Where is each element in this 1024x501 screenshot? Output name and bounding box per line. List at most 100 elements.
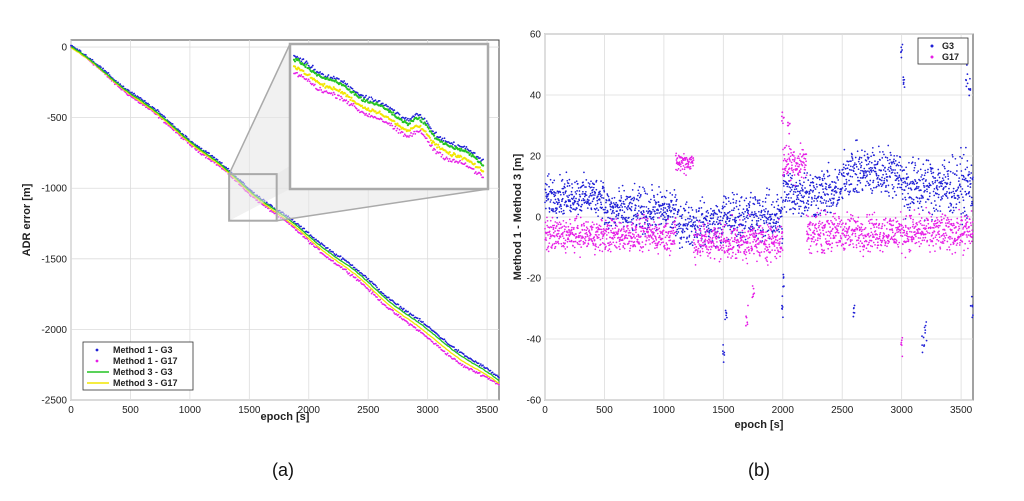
- data-point: [879, 178, 882, 181]
- data-point: [614, 204, 617, 206]
- data-point: [604, 208, 606, 211]
- data-point: [593, 183, 596, 186]
- inset-point: [302, 69, 305, 73]
- inset-point: [403, 133, 406, 136]
- data-point: [810, 189, 812, 192]
- data-point: [397, 303, 400, 306]
- data-point: [674, 217, 677, 220]
- inset-point: [414, 113, 417, 116]
- data-point: [580, 223, 583, 226]
- data-point: [899, 164, 902, 167]
- data-point: [691, 209, 694, 211]
- data-point: [561, 235, 564, 237]
- inset-point: [296, 68, 299, 71]
- data-point: [587, 201, 590, 203]
- data-point: [749, 234, 752, 237]
- data-point: [572, 203, 575, 206]
- data-point: [944, 176, 947, 178]
- data-point: [584, 201, 587, 203]
- data-point: [546, 224, 548, 227]
- data-point: [888, 162, 891, 165]
- data-point: [552, 201, 555, 204]
- data-point: [913, 202, 915, 205]
- inset-point: [311, 82, 314, 85]
- data-point: [954, 173, 956, 175]
- data-point: [664, 211, 667, 214]
- data-point: [746, 214, 749, 217]
- legend-box: [82, 341, 194, 391]
- data-point: [750, 245, 753, 248]
- data-point: [782, 182, 785, 185]
- outlier-point: [902, 76, 905, 79]
- data-point: [646, 220, 649, 222]
- data-point: [291, 218, 294, 221]
- data-point: [478, 364, 481, 367]
- data-point: [707, 242, 710, 245]
- data-point: [601, 196, 603, 199]
- data-point: [774, 249, 776, 252]
- inset-point: [368, 96, 371, 99]
- data-point: [719, 227, 721, 229]
- data-point: [619, 248, 621, 251]
- data-point: [781, 168, 784, 170]
- inset-series: [292, 65, 485, 173]
- data-point: [741, 211, 744, 214]
- data-point: [890, 154, 892, 157]
- data-point: [599, 228, 602, 231]
- data-point: [354, 276, 357, 279]
- data-point: [749, 215, 751, 218]
- inset-point: [347, 85, 350, 88]
- data-point: [699, 250, 702, 252]
- data-point: [655, 237, 657, 239]
- inset-point: [453, 153, 457, 156]
- data-point: [620, 202, 623, 205]
- data-point: [788, 158, 791, 161]
- data-point: [636, 198, 638, 201]
- inset-point: [333, 93, 336, 96]
- data-point: [561, 226, 564, 228]
- data-point: [549, 178, 552, 181]
- data-point: [546, 216, 548, 219]
- data-point: [756, 222, 758, 225]
- data-point: [604, 248, 606, 251]
- data-point: [754, 243, 757, 246]
- data-point: [665, 212, 668, 215]
- data-point: [752, 197, 754, 199]
- inset-point: [293, 60, 297, 63]
- data-point: [752, 240, 754, 243]
- data-point: [813, 186, 816, 189]
- data-point: [548, 230, 551, 233]
- data-point: [804, 176, 807, 179]
- data-point: [716, 213, 718, 216]
- data-point: [595, 188, 598, 191]
- data-point: [708, 232, 711, 235]
- data-point: [498, 376, 500, 379]
- data-point: [712, 217, 715, 219]
- data-point: [782, 175, 785, 177]
- data-point: [315, 238, 317, 241]
- data-point: [547, 234, 549, 236]
- data-point: [598, 249, 601, 252]
- data-point: [829, 183, 831, 186]
- data-point: [709, 257, 712, 259]
- data-point: [776, 247, 778, 249]
- data-point: [697, 250, 699, 252]
- data-point: [748, 204, 751, 207]
- data-point: [820, 183, 823, 185]
- data-point: [802, 154, 804, 157]
- data-point: [908, 161, 910, 164]
- data-point: [827, 175, 829, 178]
- data-point: [784, 198, 787, 201]
- data-point: [800, 187, 803, 189]
- data-point: [960, 193, 963, 196]
- data-point: [845, 188, 847, 190]
- data-point: [549, 201, 552, 203]
- data-point: [546, 231, 549, 234]
- data-point: [970, 204, 972, 207]
- data-point: [641, 217, 643, 220]
- data-point: [638, 241, 640, 244]
- data-point: [869, 179, 872, 182]
- data-point: [858, 191, 860, 194]
- data-point: [640, 211, 643, 213]
- data-point: [488, 377, 491, 380]
